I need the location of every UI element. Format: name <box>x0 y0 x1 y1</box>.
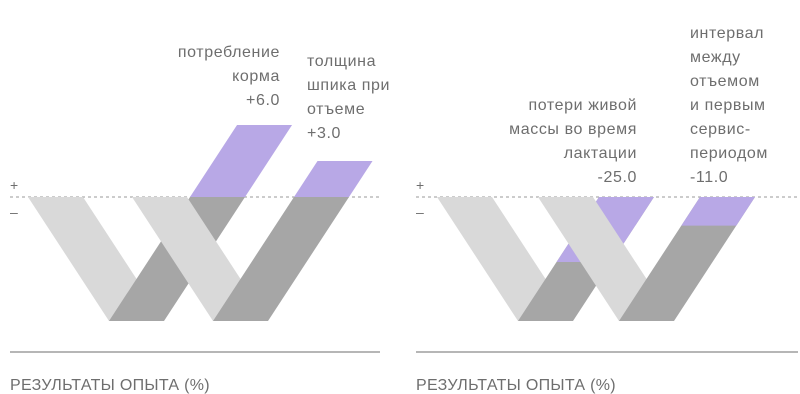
minus-sign: – <box>416 204 424 220</box>
value-label: -11.0 <box>690 169 728 186</box>
bar-labels: потери живой массы во время лактации -25.0 и… <box>509 25 768 186</box>
plus-sign: + <box>10 177 18 193</box>
minus-sign: – <box>10 204 18 220</box>
value-bar <box>190 125 293 197</box>
bar-label: интервал между отъемом и первым сервис-перио… <box>690 25 768 186</box>
chart-panel-left: + – потребление корма +6.0 толщина шпика при… <box>10 44 390 394</box>
category-label-line: лактации <box>564 145 637 162</box>
category-label-line: отъемом <box>690 73 760 90</box>
value-label: -25.0 <box>598 169 637 186</box>
category-label-line: периодом <box>690 145 768 162</box>
chart-panel-right: + – потери живой массы во время лактации -2… <box>416 25 798 394</box>
bar-labels: потребление корма +6.0 толщина шпика при отъе… <box>178 44 390 142</box>
category-label-line: потери живой <box>528 97 637 114</box>
value-label: +6.0 <box>246 92 280 109</box>
category-label-line: сервис- <box>690 121 751 138</box>
v-right-arm <box>619 197 755 321</box>
category-label-line: толщина <box>307 53 376 70</box>
category-label-line: шпика при <box>307 77 390 94</box>
bar-marks <box>28 125 373 321</box>
category-label-line: корма <box>232 68 280 85</box>
category-label-line: массы во время <box>509 121 637 138</box>
value-bar <box>294 161 373 197</box>
plus-sign: + <box>416 177 424 193</box>
bar-label: толщина шпика при отъеме +3.0 <box>307 53 390 142</box>
category-label-line: и первым <box>690 97 766 114</box>
category-label-line: интервал <box>690 25 764 42</box>
category-label-line: отъеме <box>307 101 365 118</box>
bar-label: потребление корма +6.0 <box>178 44 280 109</box>
x-axis-title: РЕЗУЛЬТАТЫ ОПЫТА (%) <box>10 377 210 394</box>
bar-label: потери живой массы во время лактации -25.0 <box>509 97 637 186</box>
value-bar <box>681 197 755 226</box>
x-axis-title: РЕЗУЛЬТАТЫ ОПЫТА (%) <box>416 377 616 394</box>
value-label: +3.0 <box>307 125 341 142</box>
bar-marks <box>437 197 755 321</box>
v-right-arm <box>213 197 349 321</box>
category-label-line: потребление <box>178 44 280 61</box>
category-label-line: между <box>690 49 741 66</box>
